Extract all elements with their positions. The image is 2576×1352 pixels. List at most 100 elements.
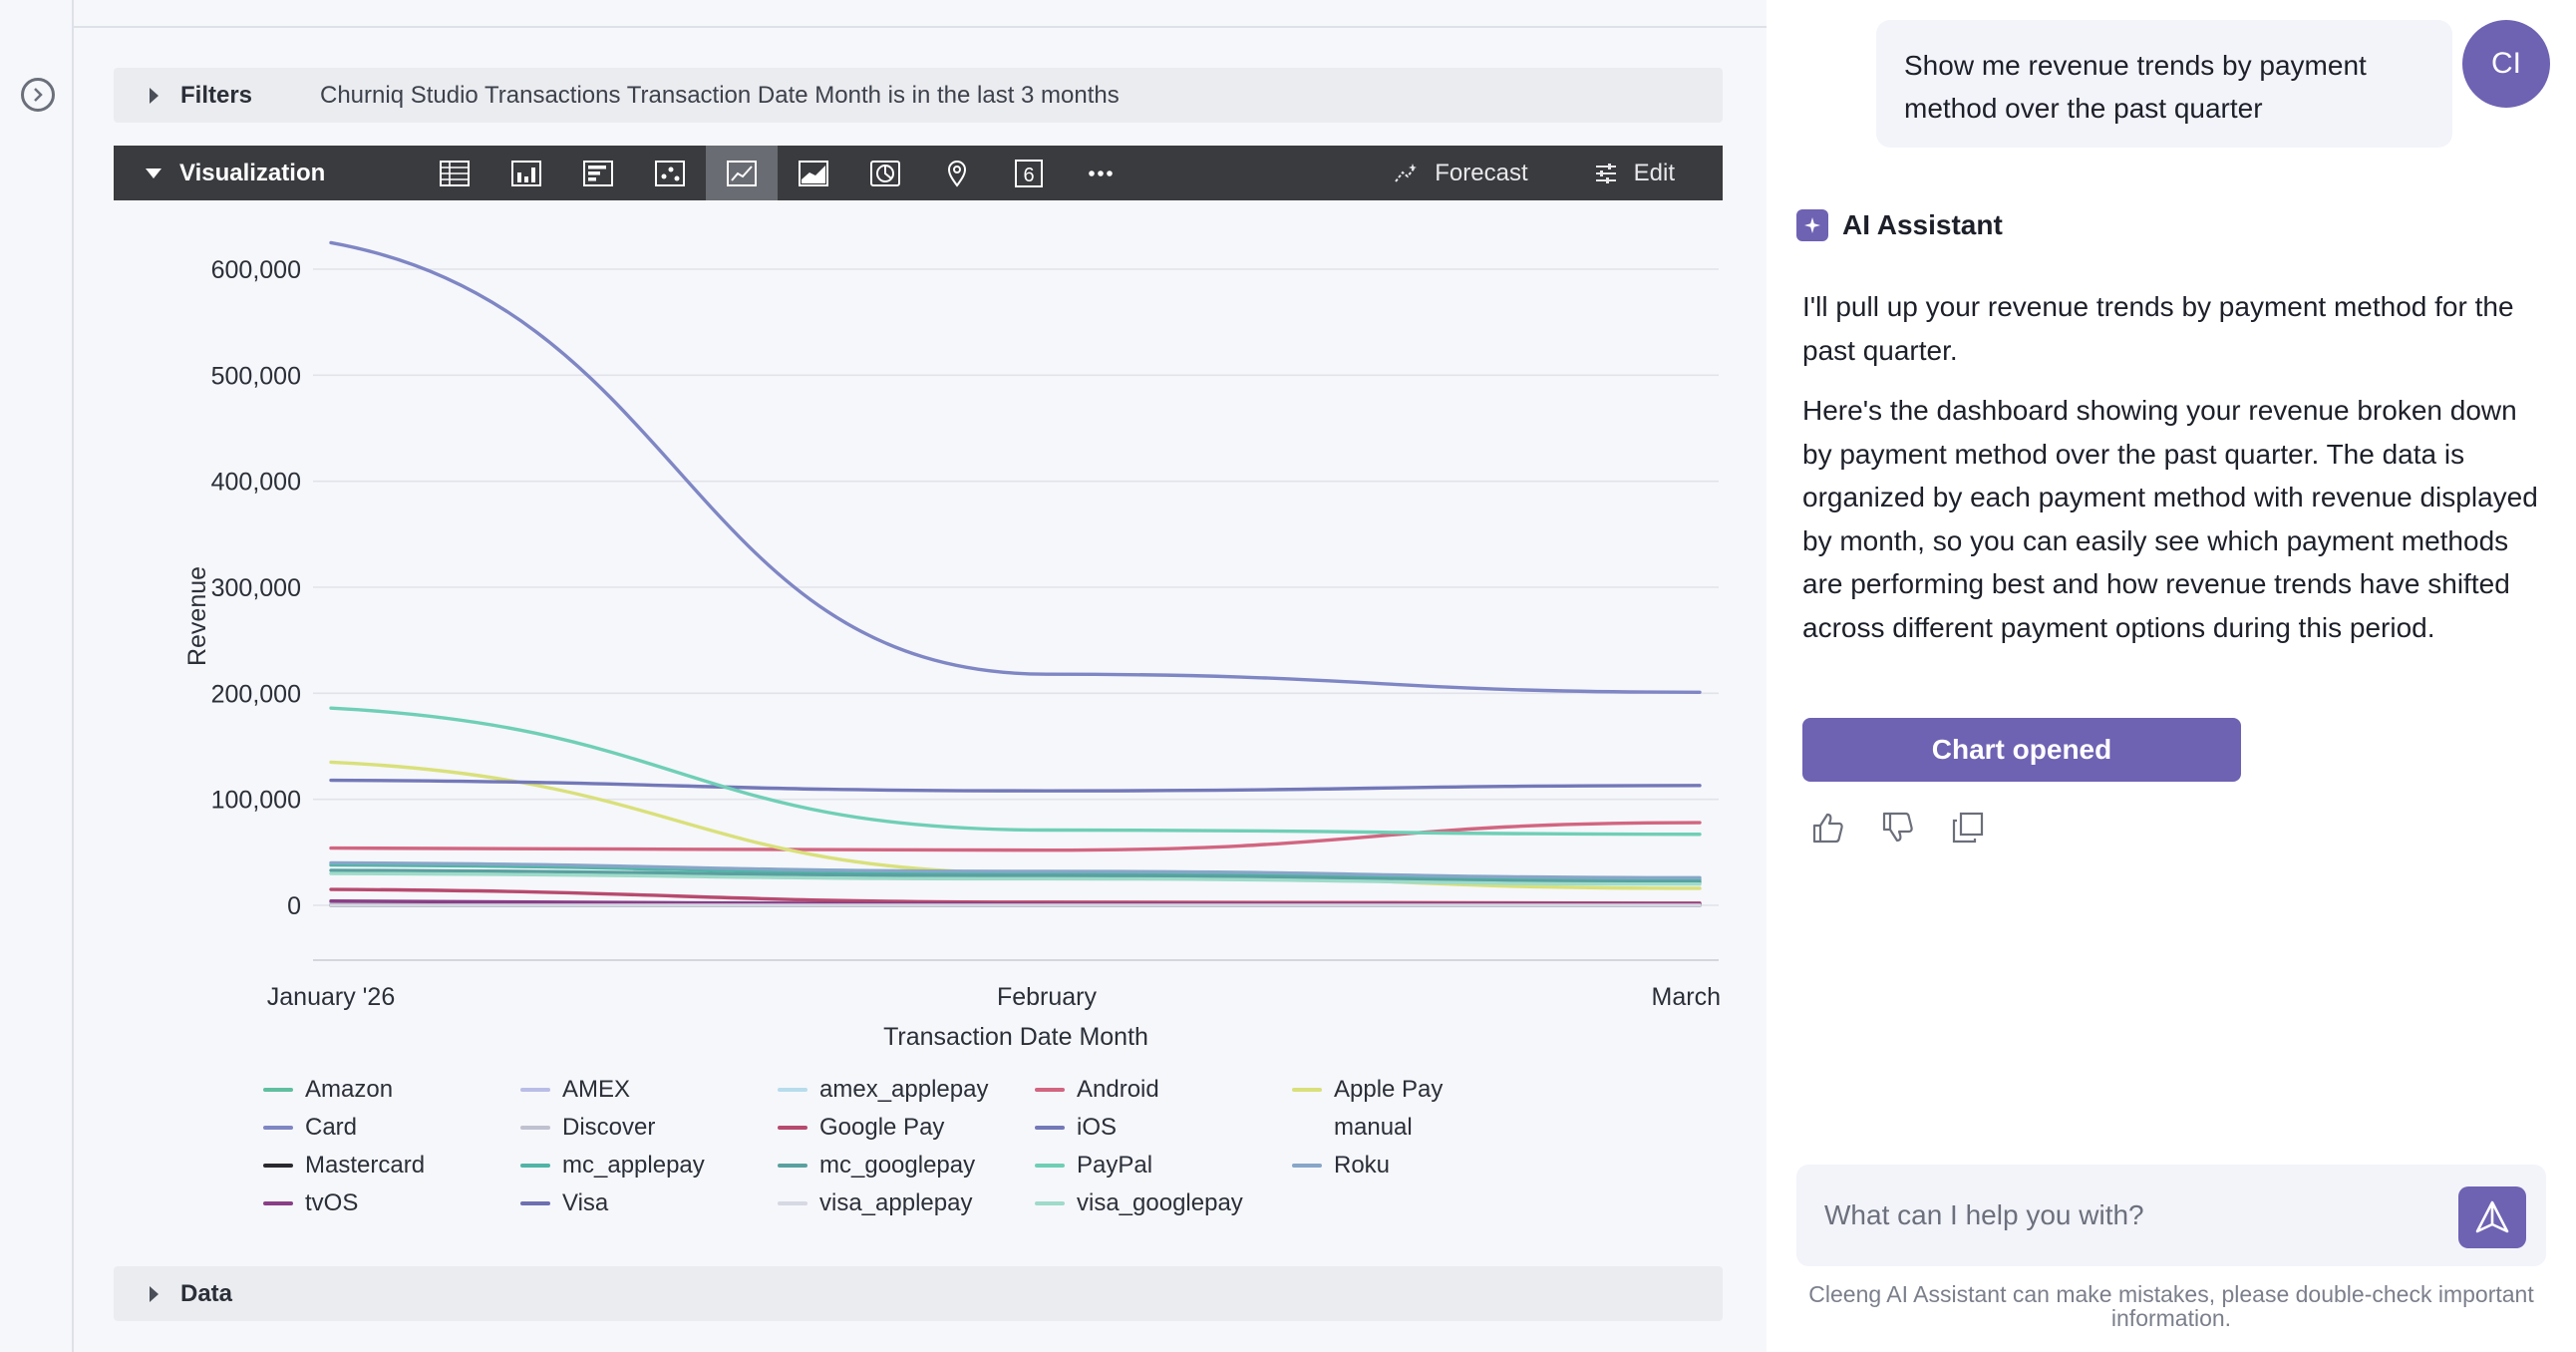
chart-opened-button[interactable]: Chart opened [1802,718,2241,782]
legend-item[interactable]: manual [1292,1114,1549,1141]
feedback-actions [1810,810,1986,845]
legend-label: Discover [562,1114,656,1141]
series-line-card [329,240,1702,694]
data-bar[interactable]: Data [114,1266,1723,1321]
thumbs-up-icon[interactable] [1810,810,1846,845]
scatter-viz-button[interactable] [634,146,706,200]
y-axis-title: Revenue [183,566,211,666]
x-axis-title: Transaction Date Month [883,1023,1148,1051]
legend-label: AMEX [562,1076,631,1103]
scatter-chart-icon [655,160,685,186]
legend-item[interactable]: visa_applepay [778,1189,1035,1216]
edit-button[interactable]: Edit [1633,159,1675,186]
disclaimer: Cleeng AI Assistant can make mistakes, p… [1808,1281,2534,1331]
visualization-bar: Visualization [114,146,1723,200]
legend-swatch [1292,1088,1322,1092]
area-viz-button[interactable] [778,146,849,200]
visualization-tools: 6 [419,146,1136,200]
sliders-icon[interactable] [1592,160,1620,187]
area-chart-icon [799,160,828,186]
avatar[interactable]: CI [2462,20,2550,108]
legend-item[interactable]: Roku [1292,1152,1549,1179]
legend-label: tvOS [305,1189,359,1216]
legend-label: mc_googlepay [819,1152,976,1179]
legend-swatch [520,1088,550,1092]
legend-swatch [263,1088,293,1092]
pie-viz-button[interactable] [849,146,921,200]
legend-item[interactable]: PayPal [1035,1152,1292,1179]
visualization-label[interactable]: Visualization [179,159,326,186]
assistant-reply-body: Here's the dashboard showing your revenu… [1802,395,2538,643]
legend-label: Google Pay [819,1114,945,1141]
legend-item[interactable]: mc_googlepay [778,1152,1035,1179]
legend-item[interactable]: Android [1035,1076,1292,1103]
map-viz-button[interactable] [921,146,993,200]
chevron-right-icon [34,88,43,102]
legend-swatch [1035,1088,1065,1092]
line-chart-icon [727,160,757,186]
map-pin-icon [947,160,967,187]
caret-right-icon [150,87,159,104]
series-line-visa-googlepay [329,871,1702,886]
y-tick-label: 400,000 [211,469,301,497]
legend-item[interactable]: iOS [1035,1114,1292,1141]
legend-label: PayPal [1077,1152,1153,1179]
assistant-title: AI Assistant [1842,209,2003,240]
legend-swatch [1035,1164,1065,1168]
send-button[interactable] [2458,1186,2526,1248]
y-tick-label: 100,000 [211,787,301,815]
column-chart-icon [511,160,541,186]
left-rail [0,0,74,1352]
legend-item[interactable]: Mastercard [263,1152,520,1179]
legend-swatch [1035,1126,1065,1130]
legend-item[interactable]: Apple Pay [1292,1076,1549,1103]
legend-item[interactable]: visa_googlepay [1035,1189,1292,1216]
copy-icon[interactable] [1950,810,1986,845]
pie-chart-icon [870,160,900,186]
visualization-actions: Forecast Edit [1393,160,1675,187]
x-tick-label: March [1652,983,1721,1011]
forecast-icon[interactable] [1393,160,1421,187]
expand-sidebar-button[interactable] [21,78,55,112]
y-tick-label: 600,000 [211,256,301,284]
series-line-mc-googlepay [329,868,1702,884]
table-viz-button[interactable] [419,146,490,200]
revenue-line-chart: 0 100,000 200,000 300,000 400,000 500,000 600,… [183,240,1721,1051]
legend-swatch [778,1088,807,1092]
legend-item[interactable]: AMEX [520,1076,778,1103]
chat-input[interactable] [1824,1199,2422,1231]
legend-swatch [263,1201,293,1205]
column-viz-button[interactable] [490,146,562,200]
legend-label: Mastercard [305,1152,426,1179]
legend-item[interactable]: Card [263,1114,520,1141]
legend-item[interactable]: Visa [520,1189,778,1216]
line-viz-button[interactable] [706,146,778,200]
main-panel: Filters Churniq Studio Transactions Tran… [74,28,1767,1352]
filters-bar[interactable]: Filters Churniq Studio Transactions Tran… [114,68,1723,123]
legend-label: visa_applepay [819,1189,973,1216]
legend-swatch [778,1164,807,1168]
filters-description: Churniq Studio Transactions Transaction … [320,81,1120,109]
single-value-viz-button[interactable]: 6 [993,146,1065,200]
caret-right-icon [150,1285,159,1302]
caret-down-icon[interactable] [146,168,161,178]
legend-item[interactable]: tvOS [263,1189,520,1216]
more-viz-button[interactable] [1065,146,1136,200]
legend-item[interactable]: amex_applepay [778,1076,1035,1103]
legend-label: manual [1334,1114,1413,1141]
forecast-button[interactable]: Forecast [1435,159,1528,186]
legend-swatch [1035,1201,1065,1205]
legend-item[interactable]: mc_applepay [520,1152,778,1179]
legend-label: Android [1077,1076,1159,1103]
legend-item[interactable]: Google Pay [778,1114,1035,1141]
y-tick-label: 300,000 [211,574,301,602]
legend-label: Amazon [305,1076,394,1103]
legend-label: mc_applepay [562,1152,705,1179]
legend-item[interactable]: Amazon [263,1076,520,1103]
series-line-android [329,821,1702,852]
legend-item[interactable]: Discover [520,1114,778,1141]
legend-swatch [1292,1164,1322,1168]
bar-viz-button[interactable] [562,146,634,200]
thumbs-down-icon[interactable] [1880,810,1916,845]
series-line-ios [329,778,1702,793]
